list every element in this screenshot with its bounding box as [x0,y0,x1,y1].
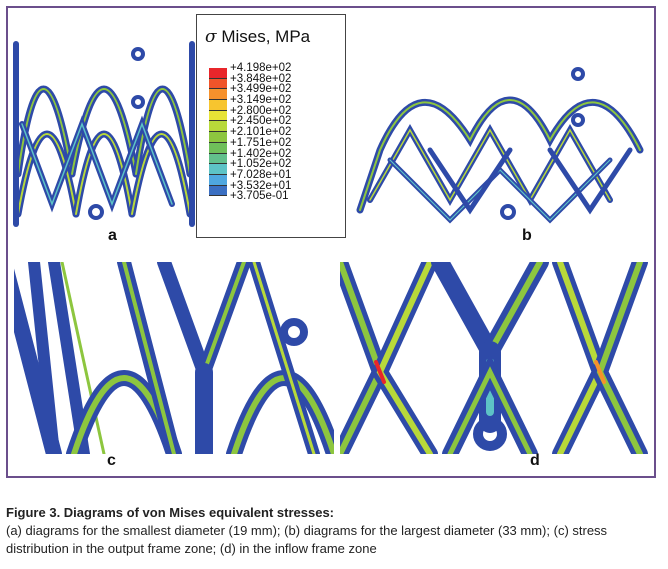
legend-swatch [209,164,227,175]
legend-swatch [209,110,227,122]
legend-title: σ Mises, MPa [205,27,310,47]
legend-value: +1.402e+02 [230,147,292,160]
panel-c-label: c [107,452,116,469]
legend-swatch [209,68,227,79]
legend-value: +3.149e+02 [230,94,292,107]
legend-value: +3.848e+02 [230,72,292,85]
panel-d [340,262,650,454]
legend-swatch [209,89,227,101]
panel-a-label: a [108,227,117,244]
legend-value: +3.532e+01 [230,179,292,192]
panel-b-label: b [522,227,532,244]
stent-diagram-d [340,262,648,454]
legend-swatch [209,153,227,165]
legend-swatch [209,142,227,154]
stent-diagram-c [14,262,334,454]
legend-swatch [209,185,227,197]
legend-swatch [209,100,227,111]
panel-a [12,14,196,232]
legend-value: +3.705e-01 [230,190,289,203]
panel-b [350,30,650,230]
caption-title: Figure 3. Diagrams of von Mises equivale… [6,505,335,520]
panel-c [14,262,334,454]
figure-caption: Figure 3. Diagrams of von Mises equivale… [6,504,666,558]
legend-values: +4.198e+02 +3.848e+02 +3.499e+02 +3.149e… [230,62,292,203]
legend-value: +1.052e+02 [230,158,292,171]
panel-d-label: d [530,452,540,469]
legend-value: +2.800e+02 [230,104,292,117]
sigma-symbol: σ [205,27,217,47]
legend-value: +7.028e+01 [230,168,292,181]
legend-value: +2.101e+02 [230,126,292,139]
legend-swatch [209,174,227,186]
legend-value: +3.499e+02 [230,83,292,96]
legend-value: +4.198e+02 [230,62,292,74]
stent-diagram-a [13,41,195,227]
stent-diagram-b [356,67,644,224]
legend-swatch [209,121,227,133]
legend-colorbar [209,68,227,197]
legend-swatch [209,78,227,90]
legend-value: +2.450e+02 [230,115,292,128]
legend-value: +1.751e+02 [230,136,292,149]
legend-swatch [209,132,227,143]
legend-title-text: Mises, MPa [221,27,311,46]
stress-legend: σ Mises, MPa +4.198e+02 +3.848e+02 +3.49… [196,14,346,238]
caption-body: (a) diagrams for the smallest diameter (… [6,523,608,556]
